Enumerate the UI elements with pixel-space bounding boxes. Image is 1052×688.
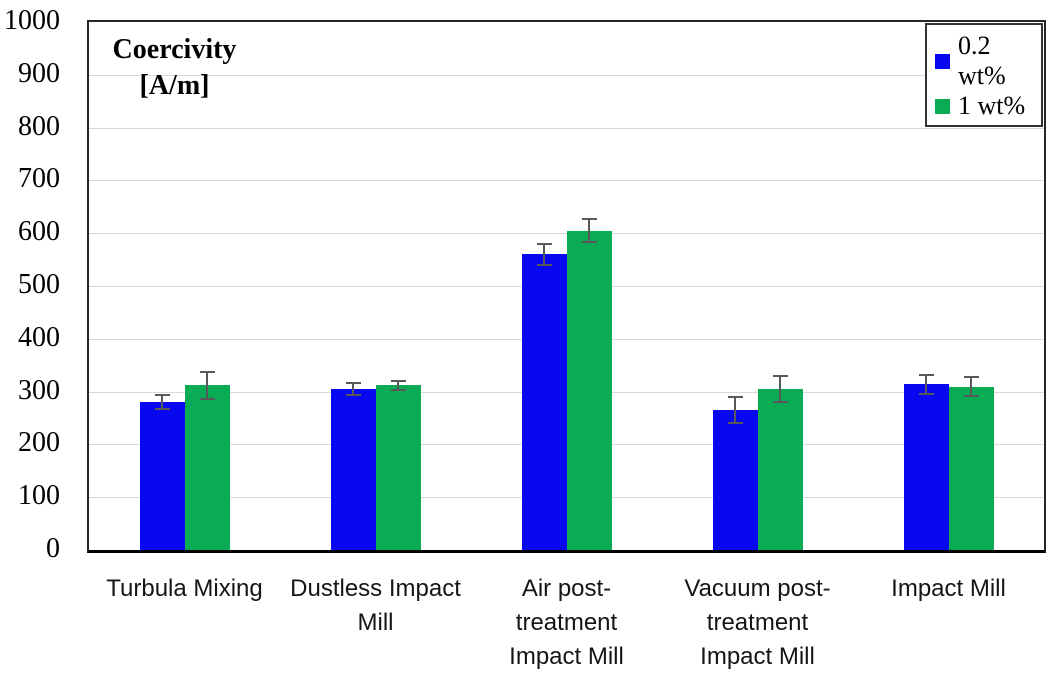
error-bar-part [581,217,597,220]
x-axis-label-line: Vacuum post- [684,575,831,602]
error-bar-02wt-group2 [345,382,361,396]
gridline-700 [89,180,1044,182]
error-bar-part [963,395,979,398]
error-bar-part [536,263,552,266]
error-bar-part [727,421,743,424]
error-bar-part [352,382,354,396]
legend-label-1wt: 1 wt% [958,91,1026,120]
error-bar-1wt-group3 [581,217,597,244]
x-axis-label-line: Impact Mill [700,643,815,670]
gridline-900 [89,74,1044,76]
error-bar-1wt-group4 [772,375,788,403]
y-tick-label-400: 400 [18,321,60,353]
error-bar-02wt-group3 [536,242,552,266]
y-tick-label-0: 0 [46,532,60,564]
bar-1wt-group2 [375,385,421,550]
error-bar-part [345,382,361,385]
error-bar-1wt-group2 [390,379,406,391]
x-axis-label-group4: Vacuum post-treatment Impact Mill [662,572,853,674]
error-bar-part [345,393,361,396]
x-axis-label-line: treatment [706,609,809,636]
x-axis-label-line: Air post- [521,575,612,602]
y-tick-label-300: 300 [18,374,60,406]
legend-swatch-1wt [935,98,950,114]
y-tick-label-200: 200 [18,427,60,459]
chart-title-line2: [A/m] [139,70,210,101]
error-bar-part [772,400,788,403]
error-bar-part [918,373,934,376]
bar-02wt-group3 [521,254,567,550]
bar-02wt-group2 [330,388,376,550]
x-axis-label-group1: Turbula Mixing [89,572,280,606]
bar-1wt-group4 [757,388,803,550]
x-axis-label-group2: Dustless Impact Mill [280,572,471,640]
bar-02wt-group5 [903,384,949,550]
bar-02wt-group1 [139,402,185,550]
error-bar-02wt-group5 [918,373,934,395]
bar-02wt-group4 [712,410,758,550]
legend-entry-02wt: 0.2 wt% [935,31,1037,91]
error-bar-part [543,242,545,266]
error-bar-part [925,373,927,395]
plot-area: Coercivity [A/m] [87,20,1046,553]
error-bar-part [588,217,590,244]
x-axis-label-line: Impact Mill [509,643,624,670]
error-bar-02wt-group1 [154,394,170,411]
x-axis-label-line: treatment [515,609,618,636]
error-bar-02wt-group4 [727,396,743,424]
chart-title: Coercivity [A/m] [97,32,252,104]
error-bar-part [154,408,170,411]
error-bar-part [536,242,552,245]
y-tick-label-500: 500 [18,268,60,300]
bar-1wt-group1 [184,385,230,550]
error-bar-part [206,371,208,400]
y-tick-label-700: 700 [18,163,60,195]
error-bar-part [199,397,215,400]
error-bar-part [199,371,215,373]
y-tick-label-1000: 1000 [4,4,60,36]
x-axis-label-line: Mill [357,609,394,636]
error-bar-part [727,396,743,399]
x-axis-label-line: Dustless Impact [290,575,461,602]
error-bar-part [772,375,788,378]
plot-inner [89,22,1044,550]
y-tick-label-900: 900 [18,57,60,89]
x-axis-label-group3: Air post-treatment Impact Mill [471,572,662,674]
x-axis-label-line: Impact Mill [891,575,1006,602]
error-bar-part [918,392,934,395]
error-bar-part [397,379,399,391]
legend-label-02wt: 0.2 wt% [958,31,1006,90]
error-bar-part [963,376,979,379]
error-bar-part [970,376,972,398]
error-bar-part [734,396,736,424]
chart-title-line1: Coercivity [112,34,237,65]
y-tick-label-100: 100 [18,480,60,512]
error-bar-part [161,394,163,411]
x-axis-label-line: Turbula Mixing [106,575,263,602]
gridline-800 [89,127,1044,129]
error-bar-1wt-group1 [199,371,215,400]
legend-swatch-02wt [935,53,950,69]
error-bar-part [581,241,597,244]
error-bar-part [390,379,406,382]
bar-1wt-group3 [566,230,612,550]
error-bar-part [390,388,406,391]
y-tick-label-800: 800 [18,110,60,142]
legend-entry-1wt: 1 wt% [935,91,1037,121]
x-axis-label-group5: Impact Mill [853,572,1044,606]
legend: 0.2 wt% 1 wt% [925,23,1043,127]
error-bar-1wt-group5 [963,376,979,398]
bar-1wt-group5 [948,386,994,550]
y-tick-label-600: 600 [18,216,60,248]
error-bar-part [779,375,781,403]
error-bar-part [154,394,170,397]
